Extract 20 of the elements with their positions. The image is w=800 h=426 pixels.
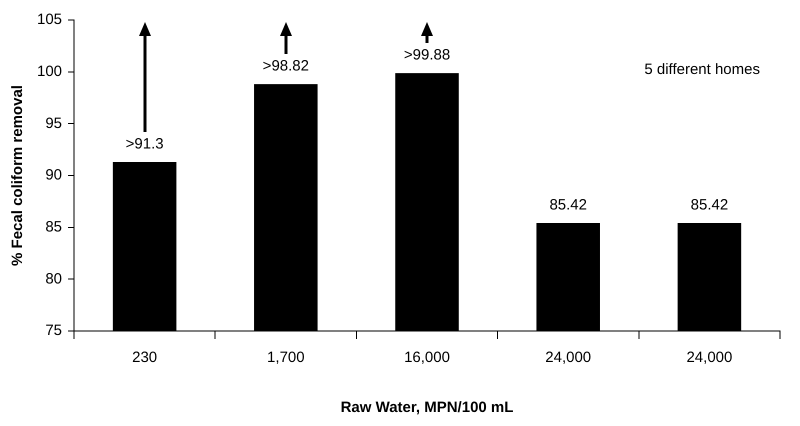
data-label: 85.42 <box>549 196 587 214</box>
x-tick-label: 230 <box>132 349 158 366</box>
y-tick-label: 85 <box>45 218 62 236</box>
y-tick-label: 105 <box>36 11 62 28</box>
y-tick-label: 80 <box>45 270 62 288</box>
x-tick-label: 1,700 <box>267 349 305 366</box>
y-tick-label: 90 <box>45 166 62 184</box>
y-axis-title: % Fecal coliform removal <box>9 85 26 266</box>
x-tick-label: 24,000 <box>686 349 732 366</box>
x-tick-label: 24,000 <box>545 349 592 366</box>
x-tick-label: 16,000 <box>404 349 450 366</box>
annotation: 5 different homes <box>644 61 760 78</box>
data-label: 85.42 <box>690 196 728 214</box>
y-tick-label: 75 <box>45 322 62 340</box>
data-label: >98.82 <box>262 58 309 75</box>
y-tick-label: 100 <box>36 62 62 80</box>
data-label: >91.3 <box>126 136 164 153</box>
y-tick-label: 95 <box>45 114 62 132</box>
data-label: >99.88 <box>404 46 450 64</box>
x-axis-title: Raw Water, MPN/100 mL <box>340 399 514 416</box>
